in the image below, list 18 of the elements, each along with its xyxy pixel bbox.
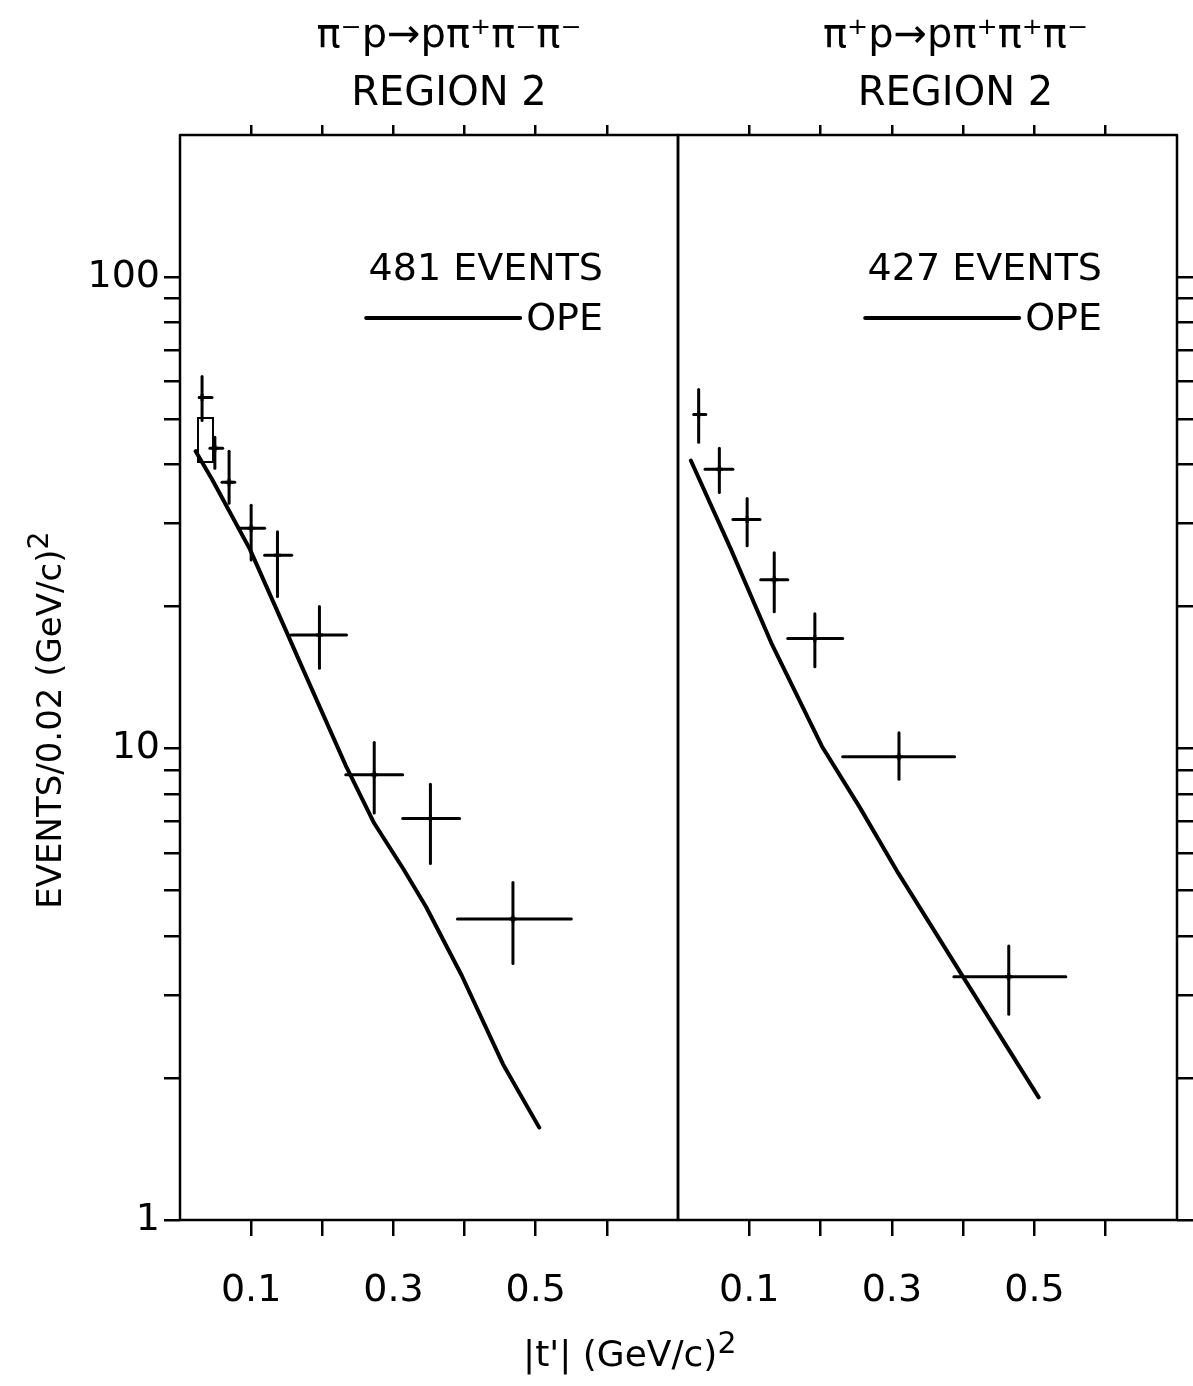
- y-tick-label: 100: [87, 251, 160, 296]
- x-tick-label: 0.1: [719, 1265, 780, 1310]
- annotation: 427 EVENTS: [867, 244, 1102, 289]
- chart-title: π⁻p→pπ⁺π⁻π⁻: [315, 10, 583, 56]
- y-tick-label: 1: [135, 1194, 160, 1239]
- legend-label: OPE: [526, 294, 603, 339]
- chart-title: π⁺p→pπ⁺π⁺π⁻: [821, 10, 1090, 56]
- chart-subtitle: REGION 2: [856, 68, 1055, 114]
- x-tick-label: 0.1: [220, 1265, 282, 1310]
- legend-label: OPE: [1025, 294, 1102, 339]
- annotation: 481 EVENTS: [368, 244, 603, 289]
- x-tick-label: 0.5: [1004, 1265, 1065, 1310]
- x-tick-label: 0.3: [861, 1265, 923, 1310]
- chart-subtitle: REGION 2: [350, 68, 548, 114]
- y-tick-label: 10: [111, 723, 160, 768]
- x-axis-title: |t'| (GeV/c)$^{2}$: [523, 1325, 737, 1374]
- x-tick-label: 0.3: [363, 1265, 424, 1310]
- x-tick-label: 0.5: [505, 1265, 566, 1310]
